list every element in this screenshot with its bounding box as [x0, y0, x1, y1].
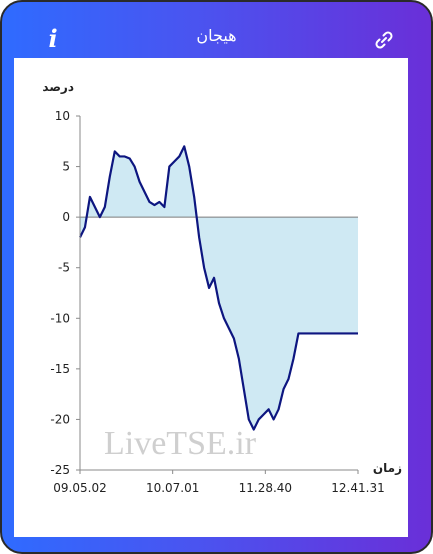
link-icon[interactable]: [374, 30, 394, 50]
y-tick-label: 10: [55, 109, 70, 123]
y-tick-label: -20: [50, 412, 70, 426]
x-tick-label: 09.05.02: [53, 481, 106, 495]
x-tick-label: 11.28.40: [239, 481, 292, 495]
info-button[interactable]: i: [48, 24, 58, 53]
x-tick-label: 12.41.31: [331, 481, 384, 495]
watermark: LiveTSE.ir: [104, 425, 257, 462]
y-tick-label: -15: [50, 362, 70, 376]
chart-panel: درصد زمان LiveTSE.ir 10 5 0 -5 -10 -15 -20 -25 0…: [14, 58, 408, 537]
emotion-chart: درصد زمان LiveTSE.ir 10 5 0 -5 -10 -15 -20 -25 0…: [42, 80, 402, 495]
card-header: i هیجان: [2, 2, 431, 58]
card-title: هیجان: [196, 26, 237, 45]
y-tick-label: -5: [58, 261, 70, 275]
plot-area: 10 5 0 -5 -10 -15 -20 -25 09.05.02 10.07.01 11.28.…: [50, 109, 384, 495]
y-tick-label: 0: [62, 210, 70, 224]
x-tick-label: 10.07.01: [146, 481, 199, 495]
y-tick-label: -10: [50, 311, 70, 325]
y-axis-label: درصد: [42, 80, 74, 94]
x-axis-label: زمان: [373, 461, 402, 475]
y-tick-label: 5: [62, 160, 70, 174]
y-tick-label: -25: [50, 463, 70, 477]
area-fill: [80, 146, 358, 430]
series-line: [79, 145, 358, 431]
